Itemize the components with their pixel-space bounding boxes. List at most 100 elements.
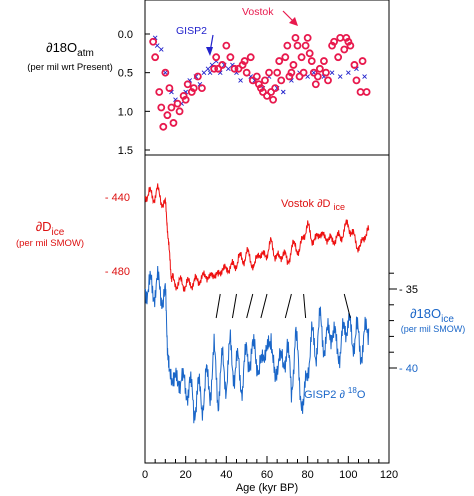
right-ylabel: ∂18Oice xyxy=(410,306,454,325)
vostok-point xyxy=(352,76,361,85)
vostok-point xyxy=(173,99,182,108)
correlation-tie-lines xyxy=(215,293,351,319)
vostok-point xyxy=(362,88,371,96)
vostok-point xyxy=(293,41,302,50)
left-y-axis: - 440 - 480 xyxy=(105,192,130,278)
vostok-point xyxy=(330,37,339,46)
vostok-point xyxy=(315,64,324,73)
vostok-point xyxy=(259,88,267,96)
vostok-dD-line xyxy=(144,183,370,292)
left-ylabel: ∂Dice xyxy=(36,219,65,238)
vostok-annotation: Vostok xyxy=(242,6,274,18)
vostok-point xyxy=(167,103,176,112)
tie-line xyxy=(343,293,351,319)
left-y-tick-label: - 440 xyxy=(105,192,130,204)
vostok-point xyxy=(271,84,280,93)
gisp2-arrow-head xyxy=(206,47,213,56)
x-tick-label: 0 xyxy=(142,469,148,481)
vostok-point xyxy=(313,72,322,81)
tie-line xyxy=(215,293,221,319)
left-y-tick-label: - 480 xyxy=(105,266,130,278)
vostok-point xyxy=(295,72,304,81)
vostok-point xyxy=(346,41,355,50)
gisp2-point xyxy=(329,70,335,75)
vostok-point xyxy=(222,41,231,50)
tie-line xyxy=(284,293,292,319)
gisp2-point xyxy=(346,70,351,75)
vostok-point xyxy=(267,88,275,96)
vostok-point xyxy=(248,76,257,85)
vostok-point xyxy=(307,57,316,65)
x-axis-title: Age (kyr BP) xyxy=(236,482,298,494)
vostok-point xyxy=(311,80,320,89)
x-axis: 0 20 40 60 80 100 120 xyxy=(142,456,398,481)
top-ylabel-sub: atm xyxy=(77,48,94,59)
gisp2-point xyxy=(201,70,207,75)
tie-line xyxy=(246,293,254,319)
top-y-tick-label: 1.0 xyxy=(118,106,133,118)
vostok-point xyxy=(161,68,170,77)
vostok-point xyxy=(230,64,239,73)
vostok-point xyxy=(183,80,192,89)
top-ylabel-units: (per mil wrt Present) xyxy=(27,62,113,73)
gisp2-point xyxy=(158,47,164,52)
gisp2-points xyxy=(152,35,367,106)
vostok-point xyxy=(157,103,166,112)
vostok-point xyxy=(252,72,261,81)
gisp2-point xyxy=(226,66,231,72)
x-tick-label: 120 xyxy=(380,469,398,481)
right-y-axis: - 35 - 40 xyxy=(389,272,418,375)
vostok-dD-series xyxy=(144,183,370,292)
right-ylabel-units: (per mil SMOW) xyxy=(401,324,466,334)
vostok-point xyxy=(198,84,206,93)
x-tick-label: 100 xyxy=(339,469,357,481)
vostok-point xyxy=(265,68,273,77)
gisp2-point xyxy=(163,70,168,75)
vostok-point xyxy=(277,76,286,85)
top-y-tick-label: 0.5 xyxy=(118,68,133,80)
vostok-point xyxy=(155,88,164,96)
vostok-point xyxy=(297,53,306,62)
tie-line xyxy=(231,293,237,319)
vostok-point xyxy=(303,33,312,42)
vostok-point xyxy=(240,57,249,65)
vostok-point xyxy=(334,53,343,62)
vostok-point xyxy=(336,33,345,42)
vostok-point xyxy=(163,111,172,120)
vostok-point xyxy=(181,95,190,104)
x-tick-label: 80 xyxy=(302,469,314,481)
vostok-point xyxy=(261,76,269,85)
vostok-point xyxy=(322,68,330,77)
gisp2-point xyxy=(205,66,211,72)
vostok-point xyxy=(358,57,367,65)
vostok-series-label: Vostok ∂D ice xyxy=(281,198,345,212)
vostok-point xyxy=(301,41,310,50)
gisp2-annotation: GISP2 xyxy=(176,25,207,37)
gisp2-series-label: GISP2 ∂ 18O xyxy=(304,386,366,401)
vostok-point xyxy=(169,119,178,127)
vostok-point xyxy=(269,95,278,104)
vostok-point xyxy=(246,53,255,62)
vostok-point xyxy=(165,84,174,93)
vostok-point xyxy=(273,68,282,77)
vostok-arrow-head xyxy=(289,17,298,26)
right-ylabel-sub: ice xyxy=(441,314,454,325)
x-tick-label: 20 xyxy=(180,469,192,481)
vostok-point xyxy=(151,53,160,62)
vostok-point xyxy=(149,37,158,46)
vostok-point xyxy=(287,68,296,77)
top-y-axis: 0.0 0.5 1.0 1.5 xyxy=(118,29,150,157)
top-y-tick-label: 1.5 xyxy=(118,145,133,157)
vostok-point xyxy=(291,33,300,42)
vostok-point xyxy=(281,53,290,62)
x-tick-label: 60 xyxy=(261,469,273,481)
vostok-point xyxy=(218,61,227,69)
vostok-point xyxy=(309,68,318,77)
vostok-point xyxy=(356,88,365,96)
vostok-point xyxy=(305,49,314,58)
gisp2-point xyxy=(362,74,367,79)
right-y-tick-label: - 40 xyxy=(399,363,418,375)
vostok-point xyxy=(212,53,221,62)
tie-line xyxy=(260,293,268,319)
